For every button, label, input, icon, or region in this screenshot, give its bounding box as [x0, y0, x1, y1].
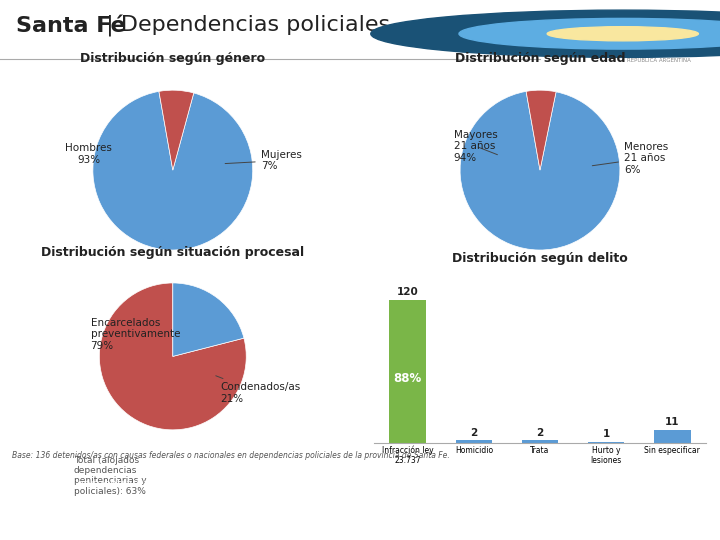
Bar [456, 441, 492, 443]
Text: Total (alojados
dependencias
penitenciarias y
policiales): 63%: Total (alojados dependencias penitenciar… [73, 456, 146, 496]
Title: Distribución según género: Distribución según género [80, 52, 266, 65]
Text: 120: 120 [397, 287, 418, 298]
Text: Encarcelados
preventivamente
79%: Encarcelados preventivamente 79% [91, 318, 180, 351]
Text: 2: 2 [536, 428, 544, 438]
Text: FISCAL: FISCAL [642, 26, 691, 39]
Text: Mayores
21 años
94%: Mayores 21 años 94% [454, 130, 498, 163]
Wedge shape [159, 90, 194, 170]
Text: Menores
21 años
6%: Menores 21 años 6% [593, 141, 668, 175]
Bar [588, 442, 624, 443]
Circle shape [371, 10, 720, 57]
Title: Distribución según situación procesal: Distribución según situación procesal [41, 246, 305, 259]
Text: Hombres
93%: Hombres 93% [66, 143, 112, 165]
Text: Mujeres
7%: Mujeres 7% [225, 150, 302, 171]
Text: 2: 2 [470, 428, 477, 438]
Wedge shape [99, 283, 246, 430]
Wedge shape [93, 91, 253, 250]
Text: 1: 1 [603, 429, 610, 439]
Text: REPÚBLICA ARGENTINA: REPÚBLICA ARGENTINA [627, 58, 691, 63]
Circle shape [547, 26, 698, 41]
Bar [390, 300, 426, 443]
Text: 88%: 88% [394, 372, 422, 385]
Title: Distribución según delito: Distribución según delito [452, 252, 628, 265]
Text: Base: 136 detenidos/as con causas federales o nacionales en dependencias policia: Base: 136 detenidos/as con causas federa… [12, 451, 449, 460]
Bar [654, 430, 690, 443]
Text: | Dependencias policiales: | Dependencias policiales [99, 15, 390, 36]
Circle shape [459, 18, 720, 49]
Wedge shape [460, 91, 620, 250]
Bar [522, 441, 558, 443]
Wedge shape [526, 90, 556, 170]
Text: Quienes se encuentran alojados en dependencias policiales de la provincia, se en: Quienes se encuentran alojados en depend… [13, 479, 508, 519]
Wedge shape [173, 283, 244, 356]
Title: Distribución según edad: Distribución según edad [455, 52, 625, 65]
Text: Santa Fé: Santa Fé [16, 16, 125, 36]
Text: 11: 11 [665, 417, 680, 427]
Text: Condenados/as
21%: Condenados/as 21% [216, 376, 301, 404]
Text: MINISTERIO PÚBLICO: MINISTERIO PÚBLICO [618, 11, 691, 18]
Text: PROCURACIÓN GENERAL DE LA NACIÓN: PROCURACIÓN GENERAL DE LA NACIÓN [583, 46, 691, 51]
